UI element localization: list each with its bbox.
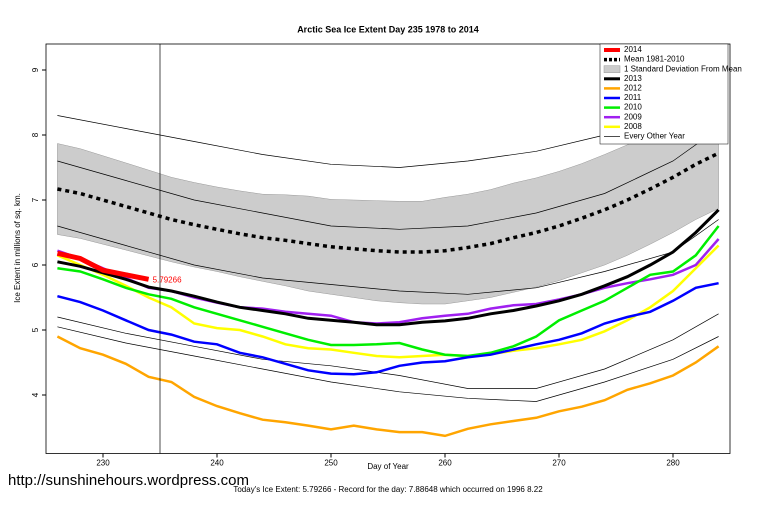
- y-axis-label: Ice Extent in millions of sq. km.: [13, 193, 22, 303]
- annotation: 5.79266: [153, 275, 182, 284]
- y-tick-label: 9: [31, 67, 40, 72]
- x-axis-label: Day of Year: [367, 462, 409, 471]
- plot-frame: [45, 43, 731, 454]
- x-tick-label: 240: [210, 459, 224, 468]
- legend-label: 1 Standard Deviation From Mean: [624, 64, 742, 73]
- legend-label: 2008: [624, 122, 642, 131]
- legend-label: 2009: [624, 112, 642, 121]
- other-year-line: [57, 128, 719, 230]
- other-year-line: [57, 326, 719, 402]
- footer: Today's Ice Extent: 5.79266 - Record for…: [233, 485, 543, 494]
- series-line: [57, 151, 720, 254]
- series-line: [57, 281, 719, 376]
- series-line: [57, 225, 720, 358]
- x-tick-label: 250: [324, 459, 338, 468]
- x-tick-label: 230: [96, 459, 110, 468]
- x-tick-label: 270: [552, 459, 566, 468]
- legend-label: Mean 1981-2010: [624, 55, 685, 64]
- x-tick-label: 280: [666, 459, 680, 468]
- y-tick-label: 6: [31, 262, 40, 267]
- series-line: [56, 244, 720, 359]
- y-tick-label: 4: [31, 392, 40, 397]
- x-tick-label: 260: [438, 459, 452, 468]
- other-year-line: [57, 313, 719, 389]
- legend-label: 2011: [624, 93, 642, 102]
- legend-label: 2012: [624, 84, 642, 93]
- other-year-line: [57, 219, 719, 295]
- y-tick-label: 5: [31, 327, 40, 332]
- series-line: [57, 208, 720, 327]
- y-tick-label: 8: [31, 132, 40, 137]
- legend-label: Every Other Year: [624, 132, 685, 141]
- series-line: [56, 335, 720, 438]
- series-line: [56, 250, 150, 282]
- legend-label: 2014: [624, 45, 642, 54]
- sd-band: [57, 97, 719, 305]
- legend-label: 2013: [624, 74, 642, 83]
- legend-swatch: [603, 65, 621, 73]
- watermark: http://sunshinehours.wordpress.com: [8, 472, 249, 489]
- legend-label: 2010: [624, 103, 642, 112]
- y-tick-label: 7: [31, 197, 40, 202]
- legend-box: [599, 43, 729, 145]
- chart-title: Arctic Sea Ice Extent Day 235 1978 to 20…: [297, 24, 479, 34]
